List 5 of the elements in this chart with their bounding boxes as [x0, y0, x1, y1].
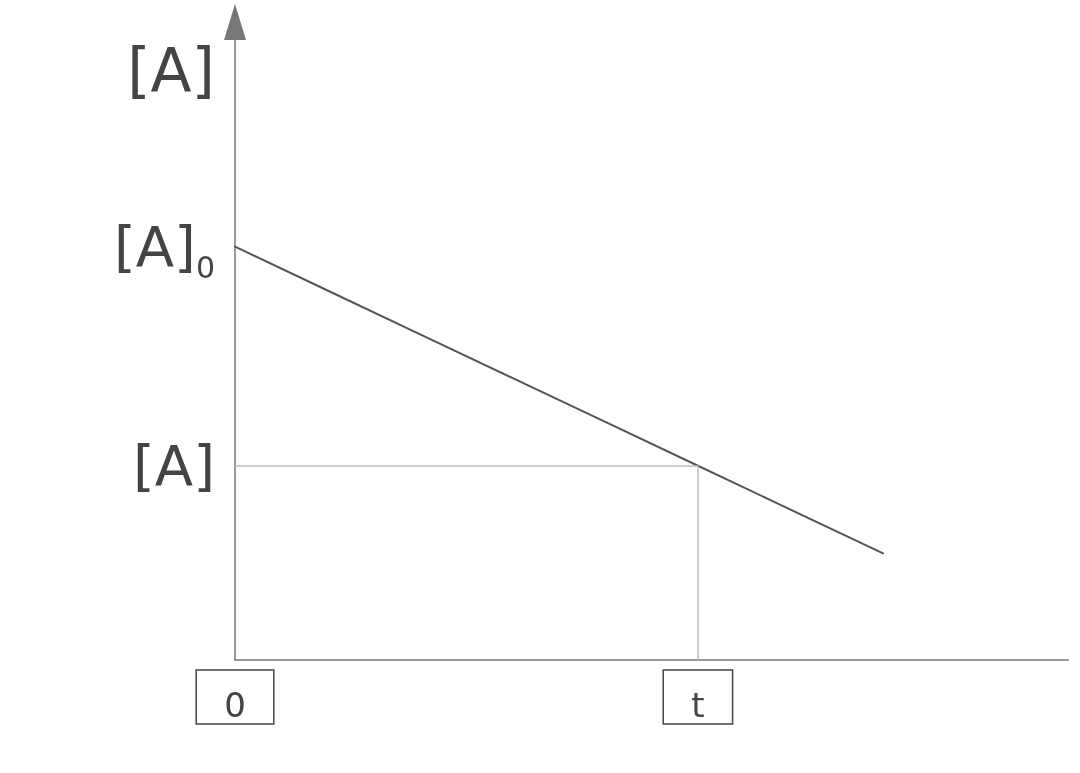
x-tick-label: t [691, 685, 705, 725]
annotation: [A]$_{0}$ [113, 212, 215, 287]
ref-line-label: [A] [132, 433, 215, 499]
x-tick-label: 0 [224, 685, 246, 725]
y-axis-title: [A] [127, 35, 215, 105]
